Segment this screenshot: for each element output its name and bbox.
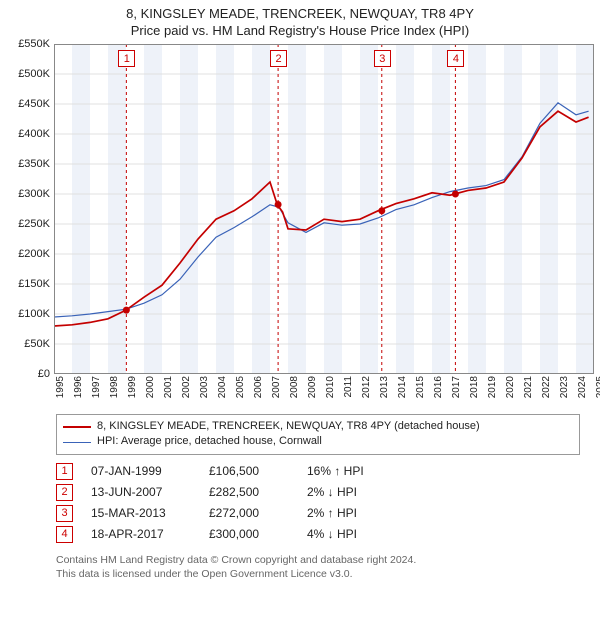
legend-row: HPI: Average price, detached house, Corn… (63, 434, 573, 449)
marker-label: 1 (118, 50, 135, 67)
event-date: 15-MAR-2013 (91, 506, 191, 520)
legend: 8, KINGSLEY MEADE, TRENCREEK, NEWQUAY, T… (56, 414, 580, 455)
event-price: £282,500 (209, 485, 289, 499)
y-axis-label: £50K (10, 338, 50, 350)
x-axis-label: 2006 (253, 376, 264, 398)
x-axis-label: 1999 (127, 376, 138, 398)
x-axis-label: 2013 (379, 376, 390, 398)
event-number: 3 (56, 505, 73, 522)
x-axis-label: 2025 (595, 376, 600, 398)
y-axis-label: £0 (10, 368, 50, 380)
event-number: 4 (56, 526, 73, 543)
x-axis-label: 2003 (199, 376, 210, 398)
y-axis-label: £450K (10, 98, 50, 110)
y-axis-label: £150K (10, 278, 50, 290)
x-axis-label: 2008 (289, 376, 300, 398)
event-row: 1 07-JAN-1999 £106,500 16% ↑ HPI (56, 461, 580, 482)
chart-subtitle: Price paid vs. HM Land Registry's House … (10, 23, 590, 38)
event-date: 13-JUN-2007 (91, 485, 191, 499)
x-axis-label: 1995 (55, 376, 66, 398)
marker-label: 3 (374, 50, 391, 67)
x-axis-label: 2022 (541, 376, 552, 398)
y-axis-label: £400K (10, 128, 50, 140)
x-axis-label: 2007 (271, 376, 282, 398)
x-axis-label: 2019 (487, 376, 498, 398)
x-axis-label: 2017 (451, 376, 462, 398)
x-axis-label: 2011 (343, 376, 354, 398)
x-axis-label: 2016 (433, 376, 444, 398)
y-axis-label: £100K (10, 308, 50, 320)
x-axis-label: 2020 (505, 376, 516, 398)
x-axis-label: 2018 (469, 376, 480, 398)
x-axis-label: 2004 (217, 376, 228, 398)
x-axis-label: 2015 (415, 376, 426, 398)
license-line-1: Contains HM Land Registry data © Crown c… (56, 553, 580, 567)
event-price: £106,500 (209, 464, 289, 478)
x-axis-label: 2001 (163, 376, 174, 398)
events-table: 1 07-JAN-1999 £106,500 16% ↑ HPI 2 13-JUN-200… (56, 461, 580, 545)
x-axis-label: 2014 (397, 376, 408, 398)
event-row: 3 15-MAR-2013 £272,000 2% ↑ HPI (56, 503, 580, 524)
x-axis-label: 2005 (235, 376, 246, 398)
x-axis-label: 2000 (145, 376, 156, 398)
legend-label: HPI: Average price, detached house, Corn… (97, 434, 322, 449)
chart-title: 8, KINGSLEY MEADE, TRENCREEK, NEWQUAY, T… (10, 6, 590, 21)
x-axis-label: 1997 (91, 376, 102, 398)
x-axis-labels: 1995 1996 1997 1998 1999 2000 2001 2002 2003 2004… (54, 374, 584, 408)
event-delta: 4% ↓ HPI (307, 527, 417, 541)
x-axis-label: 2024 (577, 376, 588, 398)
price-chart: £0£50K£100K£150K£200K£250K£300K£350K£400… (54, 44, 584, 374)
event-number: 2 (56, 484, 73, 501)
marker-label: 4 (447, 50, 464, 67)
chart-svg (54, 44, 594, 374)
x-axis-label: 1998 (109, 376, 120, 398)
event-row: 4 18-APR-2017 £300,000 4% ↓ HPI (56, 524, 580, 545)
event-price: £300,000 (209, 527, 289, 541)
license-line-2: This data is licensed under the Open Gov… (56, 567, 580, 581)
event-price: £272,000 (209, 506, 289, 520)
event-date: 18-APR-2017 (91, 527, 191, 541)
legend-swatch (63, 426, 91, 428)
x-axis-label: 2002 (181, 376, 192, 398)
event-row: 2 13-JUN-2007 £282,500 2% ↓ HPI (56, 482, 580, 503)
y-axis-label: £500K (10, 68, 50, 80)
x-axis-label: 2010 (325, 376, 336, 398)
y-axis-label: £200K (10, 248, 50, 260)
event-date: 07-JAN-1999 (91, 464, 191, 478)
marker-label: 2 (270, 50, 287, 67)
license-text: Contains HM Land Registry data © Crown c… (56, 553, 580, 581)
event-number: 1 (56, 463, 73, 480)
x-axis-label: 2021 (523, 376, 534, 398)
x-axis-label: 2009 (307, 376, 318, 398)
x-axis-label: 1996 (73, 376, 84, 398)
y-axis-label: £300K (10, 188, 50, 200)
x-axis-label: 2023 (559, 376, 570, 398)
event-delta: 2% ↓ HPI (307, 485, 417, 499)
legend-label: 8, KINGSLEY MEADE, TRENCREEK, NEWQUAY, T… (97, 419, 480, 434)
y-axis-label: £350K (10, 158, 50, 170)
x-axis-label: 2012 (361, 376, 372, 398)
y-axis-label: £250K (10, 218, 50, 230)
event-delta: 2% ↑ HPI (307, 506, 417, 520)
legend-row: 8, KINGSLEY MEADE, TRENCREEK, NEWQUAY, T… (63, 419, 573, 434)
legend-swatch (63, 442, 91, 443)
event-delta: 16% ↑ HPI (307, 464, 417, 478)
y-axis-label: £550K (10, 38, 50, 50)
